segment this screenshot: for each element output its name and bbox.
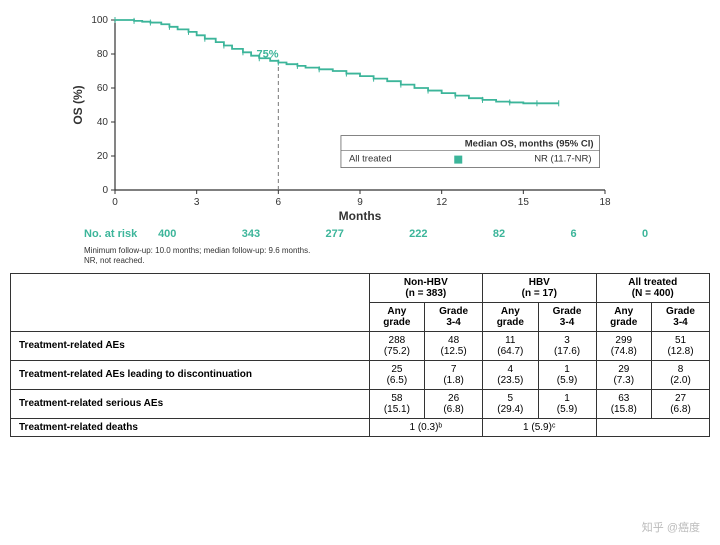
ae-cell: 1(5.9) xyxy=(538,360,596,389)
risk-value: 400 xyxy=(158,228,176,240)
group-header: HBV(n = 17) xyxy=(483,273,596,302)
ae-row-label: Treatment-related AEs xyxy=(11,331,370,360)
svg-text:Median OS, months (95% CI): Median OS, months (95% CI) xyxy=(465,139,594,150)
svg-text:75%: 75% xyxy=(257,48,279,60)
ae-death-cell: 1 (0.3)ᵇ xyxy=(369,418,482,436)
svg-text:60: 60 xyxy=(97,83,109,94)
ae-cell: 8(2.0) xyxy=(652,360,710,389)
ae-cell: 58(15.1) xyxy=(369,389,425,418)
subcol-header: Anygrade xyxy=(483,302,539,331)
svg-text:18: 18 xyxy=(599,197,611,208)
footnote: Minimum follow-up: 10.0 months; median f… xyxy=(84,246,710,267)
subcol-header: Anygrade xyxy=(596,302,652,331)
risk-values: 400 343 277 222 82 6 0 xyxy=(158,228,648,240)
risk-value: 277 xyxy=(325,228,343,240)
ae-cell: 11(64.7) xyxy=(483,331,539,360)
ae-row-label: Treatment-related serious AEs xyxy=(11,389,370,418)
km-chart: 0204060801000369121518OS (%)Months75%Med… xyxy=(10,10,710,267)
svg-text:6: 6 xyxy=(276,197,282,208)
svg-text:12: 12 xyxy=(436,197,448,208)
ae-cell: 51(12.8) xyxy=(652,331,710,360)
risk-value: 82 xyxy=(493,228,505,240)
ae-cell: 3(17.6) xyxy=(538,331,596,360)
ae-death-cell: 1 (5.9)ᶜ xyxy=(483,418,596,436)
group-header: Non-HBV(n = 383) xyxy=(369,273,482,302)
subcol-header: Anygrade xyxy=(369,302,425,331)
svg-text:100: 100 xyxy=(91,15,108,26)
ae-cell: 63(15.8) xyxy=(596,389,652,418)
watermark: 知乎 @癌度 xyxy=(642,519,700,535)
svg-text:All treated: All treated xyxy=(349,154,392,165)
svg-text:0: 0 xyxy=(102,185,108,196)
svg-text:3: 3 xyxy=(194,197,200,208)
ae-cell: 27(6.8) xyxy=(652,389,710,418)
footnote-line1: Minimum follow-up: 10.0 months; median f… xyxy=(84,246,710,256)
svg-text:20: 20 xyxy=(97,151,109,162)
footnote-line2: NR, not reached. xyxy=(84,256,710,266)
ae-row-label: Treatment-related deaths xyxy=(11,418,370,436)
ae-cell: 4(23.5) xyxy=(483,360,539,389)
svg-text:Months: Months xyxy=(339,209,382,220)
risk-value: 6 xyxy=(570,228,576,240)
ae-cell: 5(29.4) xyxy=(483,389,539,418)
ae-death-cell xyxy=(596,418,710,436)
km-svg: 0 20 40 60 80 100 0 3 6 9 12 15 18 OS (%) Months 75% Med… xyxy=(70,10,660,220)
subcol-header: Grade3-4 xyxy=(425,302,483,331)
risk-value: 222 xyxy=(409,228,427,240)
svg-text:40: 40 xyxy=(97,117,109,128)
ae-cell: 25(6.5) xyxy=(369,360,425,389)
subcol-header: Grade3-4 xyxy=(652,302,710,331)
ae-table: Non-HBV(n = 383)HBV(n = 17)All treated(N… xyxy=(10,273,710,437)
svg-text:9: 9 xyxy=(357,197,363,208)
ae-cell: 288(75.2) xyxy=(369,331,425,360)
ae-cell: 299(74.8) xyxy=(596,331,652,360)
ae-cell: 26(6.8) xyxy=(425,389,483,418)
ae-cell: 1(5.9) xyxy=(538,389,596,418)
svg-text:80: 80 xyxy=(97,49,109,60)
ae-cell: 48(12.5) xyxy=(425,331,483,360)
subcol-header: Grade3-4 xyxy=(538,302,596,331)
svg-text:0: 0 xyxy=(112,197,118,208)
group-header: All treated(N = 400) xyxy=(596,273,710,302)
ae-cell: 7(1.8) xyxy=(425,360,483,389)
svg-text:NR (11.7-NR): NR (11.7-NR) xyxy=(534,154,591,165)
ae-cell: 29(7.3) xyxy=(596,360,652,389)
svg-text:15: 15 xyxy=(518,197,530,208)
risk-value: 343 xyxy=(242,228,260,240)
svg-text:OS (%): OS (%) xyxy=(71,85,85,124)
risk-value: 0 xyxy=(642,228,648,240)
risk-label: No. at risk xyxy=(70,228,155,240)
risk-row: No. at risk 400 343 277 222 82 6 0 xyxy=(70,228,710,240)
ae-row-label: Treatment-related AEs leading to discont… xyxy=(11,360,370,389)
